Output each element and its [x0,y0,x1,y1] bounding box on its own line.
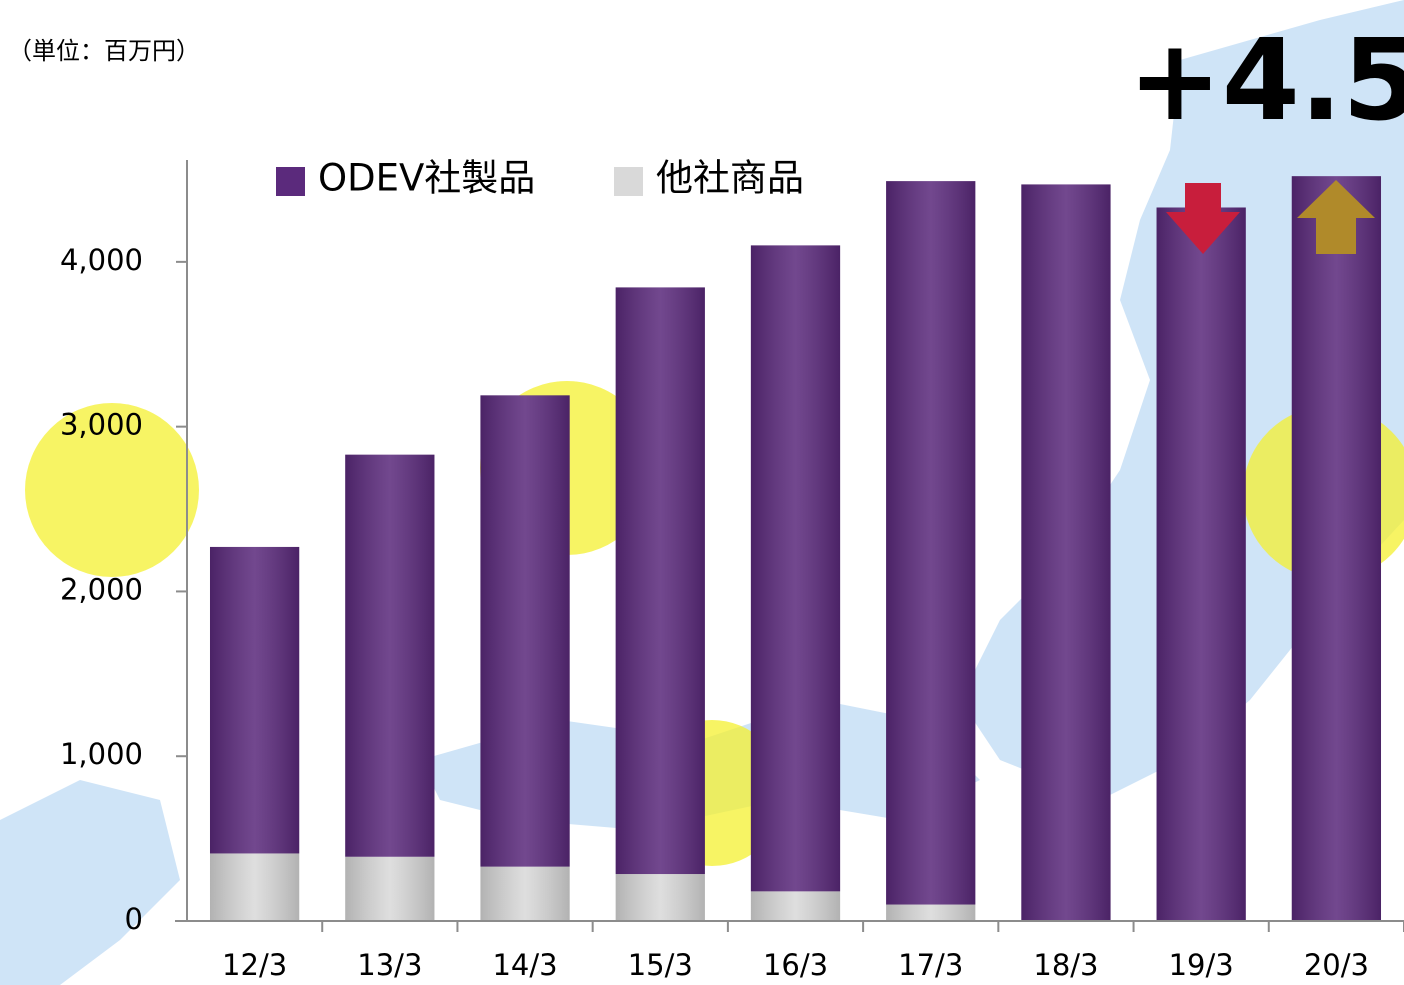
legend-swatch [276,167,305,196]
bars [210,176,1381,921]
x-tick-label: 17/3 [898,948,963,982]
legend-label: 他社商品 [656,157,804,200]
bar-shine [1292,176,1381,921]
x-tick-label: 16/3 [763,948,828,982]
legend-swatch [614,167,643,196]
bar-shine [751,891,840,921]
bar-shine [886,181,975,904]
bar-shine [210,853,299,921]
x-tick-label: 13/3 [357,948,422,982]
page: （単位：百万円） +4.5 0 1,000 2,000 3,000 4,000 12/3 1… [0,0,1404,985]
bar-shine [886,905,975,921]
y-tick-label: 1,000 [60,737,143,771]
x-tick-label: 12/3 [222,948,287,982]
unit-label: （単位：百万円） [8,37,200,65]
bar-shine [345,455,434,857]
x-tick-label: 18/3 [1033,948,1098,982]
y-tick-label: 0 [125,902,143,936]
bar-shine [616,287,705,874]
x-tick-label: 15/3 [628,948,693,982]
bar-shine [345,857,434,921]
y-tick-label: 4,000 [60,243,143,277]
bar-shine [210,547,299,853]
legend-label: ODEV社製品 [318,157,535,200]
y-tick-label: 2,000 [60,572,143,606]
bar-shine [480,395,569,866]
bar-shine [480,867,569,921]
x-tick-label: 19/3 [1169,948,1234,982]
x-tick-label: 14/3 [492,948,557,982]
bar-shine [1021,184,1110,921]
bar-shine [1157,207,1246,921]
bar-shine [616,874,705,921]
bar-shine [751,245,840,891]
x-tick-label: 20/3 [1304,948,1369,982]
headline: +4.5 [1128,16,1404,146]
chart: （単位：百万円） +4.5 0 1,000 2,000 3,000 4,000 12/3 1… [0,0,1404,985]
y-tick-label: 3,000 [60,408,143,442]
